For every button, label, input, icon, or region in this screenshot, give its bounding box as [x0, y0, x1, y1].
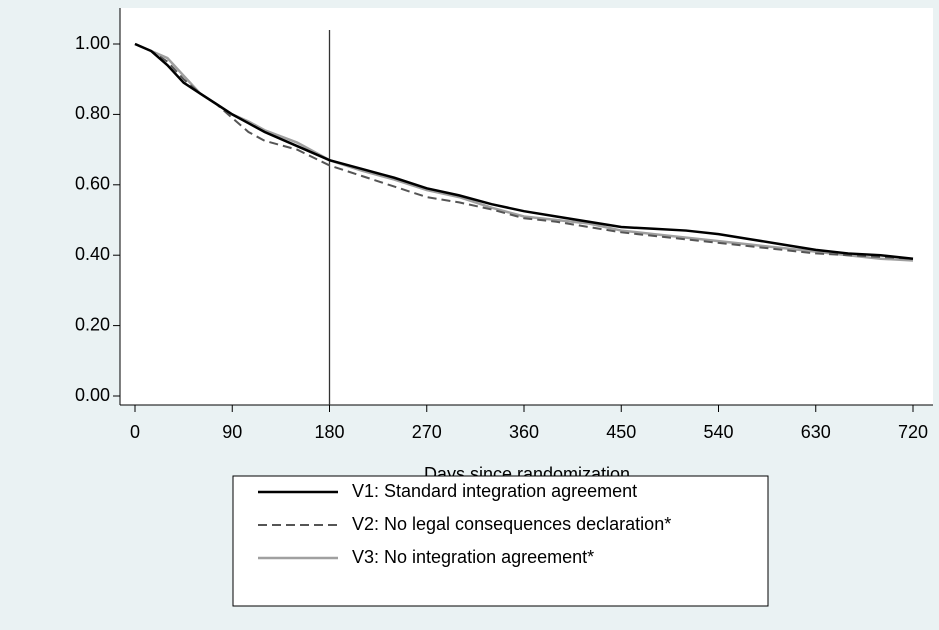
x-tick-label: 90: [222, 422, 242, 442]
legend-label: V2: No legal consequences declaration*: [352, 514, 671, 534]
x-tick-label: 450: [606, 422, 636, 442]
x-tick-label: 720: [898, 422, 928, 442]
y-tick-label: 1.00: [75, 33, 110, 53]
x-tick-label: 180: [314, 422, 344, 442]
legend-label: V1: Standard integration agreement: [352, 481, 637, 501]
y-tick-label: 0.00: [75, 385, 110, 405]
x-tick-label: 630: [801, 422, 831, 442]
x-tick-label: 360: [509, 422, 539, 442]
y-tick-label: 0.80: [75, 103, 110, 123]
x-tick-label: 270: [412, 422, 442, 442]
x-tick-label: 540: [703, 422, 733, 442]
y-tick-label: 0.40: [75, 244, 110, 264]
legend-label: V3: No integration agreement*: [352, 547, 594, 567]
plot-area: [120, 8, 933, 405]
legend-box: [232, 475, 769, 607]
y-tick-label: 0.60: [75, 174, 110, 194]
y-tick-label: 0.20: [75, 314, 110, 334]
x-tick-label: 0: [130, 422, 140, 442]
series-line: [134, 42, 914, 260]
series-line: [134, 43, 914, 260]
